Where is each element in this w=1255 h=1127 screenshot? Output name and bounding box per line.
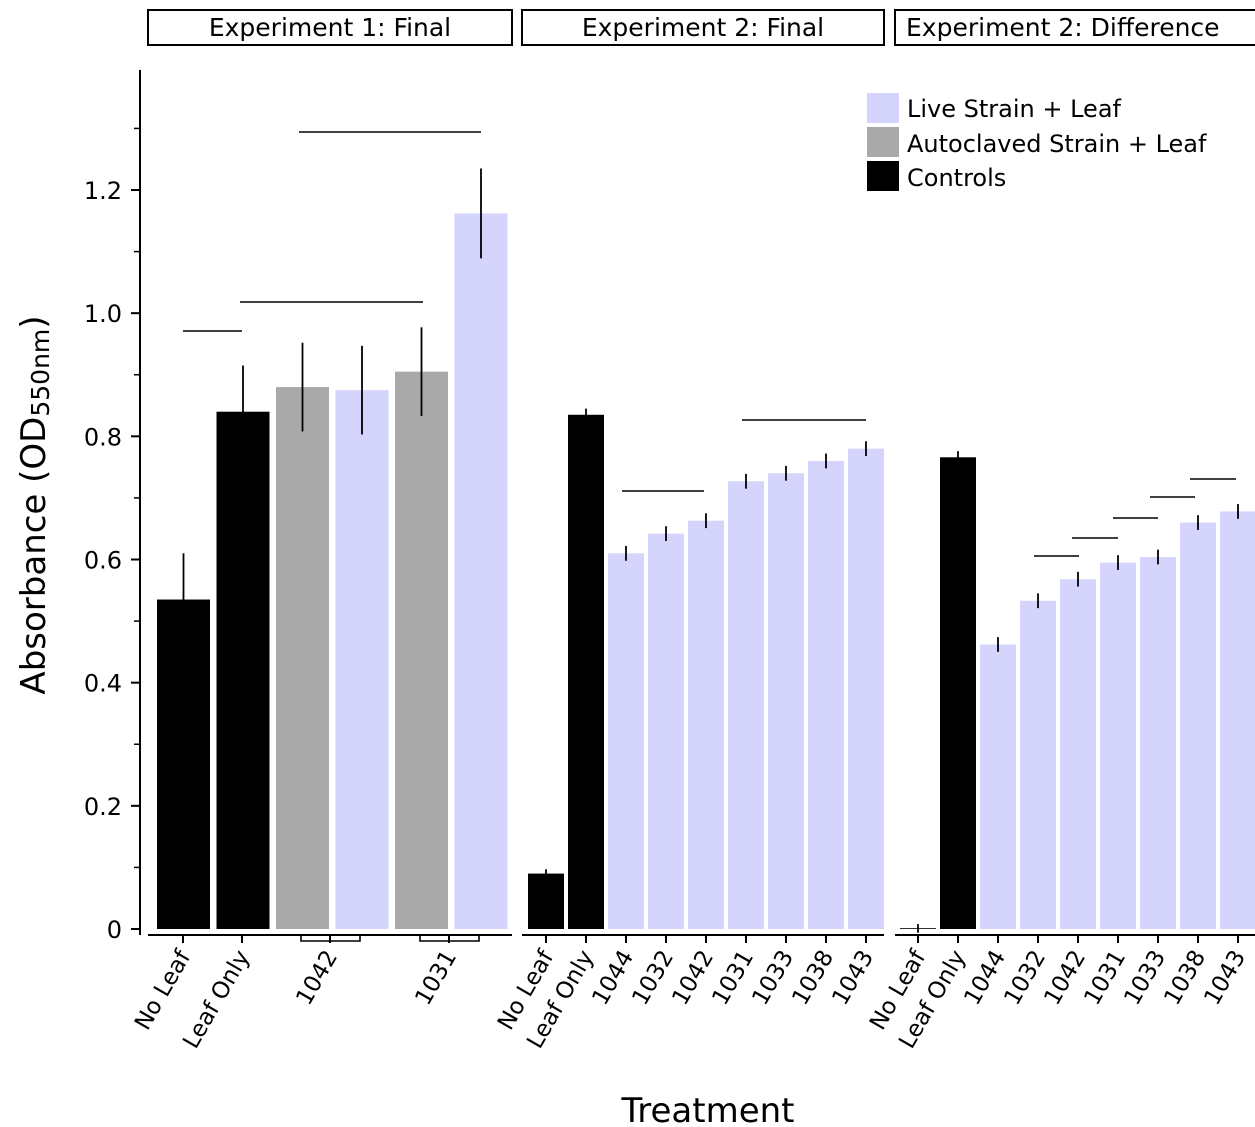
x-axis-title: Treatment (620, 1091, 794, 1127)
legend-label-controls: Controls (907, 164, 1006, 192)
x-tick-label: 1031 (410, 946, 462, 1010)
bar (648, 533, 684, 929)
legend-swatch-autoclaved (867, 127, 899, 157)
y-tick-label: 1.2 (84, 177, 122, 205)
y-tick-label: 0.4 (84, 670, 122, 698)
legend-label-autoclaved: Autoclaved Strain + Leaf (907, 130, 1207, 158)
y-tick-label: 0.6 (84, 547, 122, 575)
bar (808, 460, 844, 929)
x-tick-label: 1043 (827, 946, 879, 1010)
bar (1220, 511, 1255, 929)
bar (608, 553, 644, 929)
bar (528, 873, 564, 929)
strip-title-2: Experiment 2: Final (582, 13, 824, 42)
x-tick-label: 1043 (1199, 946, 1251, 1010)
y-axis: 0 0.2 0.4 0.6 0.8 1.0 1.2 (84, 70, 141, 944)
bar (1020, 600, 1056, 929)
strip-header-2: Experiment 2: Final (521, 9, 885, 46)
strip-title-1: Experiment 1: Final (209, 13, 451, 42)
x-tick-label: No Leaf (130, 945, 197, 1034)
significance-lines (183, 131, 1236, 557)
bar (157, 599, 210, 929)
strip-title-3: Experiment 2: Difference (906, 13, 1220, 42)
bar (276, 387, 329, 930)
bar (768, 473, 804, 929)
bar (940, 457, 976, 929)
y-tick-label: 1.0 (84, 300, 122, 328)
legend: Live Strain + Leaf Autoclaved Strain + L… (867, 93, 1207, 192)
bar (395, 371, 448, 930)
bar (1060, 579, 1096, 929)
y-axis-title: Absorbance (OD550nm) (14, 315, 55, 694)
legend-label-live: Live Strain + Leaf (907, 95, 1122, 123)
bar (1100, 562, 1136, 929)
y-tick-label: 0 (107, 916, 122, 944)
y-tick-label: 0.8 (84, 423, 122, 451)
legend-swatch-controls (867, 161, 899, 191)
bar (454, 213, 508, 930)
x-tick-label: 1042 (291, 946, 343, 1010)
bar (216, 411, 270, 930)
bar (848, 448, 884, 929)
bar (1140, 557, 1176, 929)
bar (568, 414, 604, 929)
bar (335, 390, 389, 929)
bar (980, 644, 1016, 929)
legend-swatch-live (867, 93, 899, 123)
strip-header-1: Experiment 1: Final (147, 9, 513, 46)
strip-header-3: Experiment 2: Difference (894, 9, 1255, 46)
y-tick-label: 0.2 (84, 793, 122, 821)
bar (688, 520, 724, 929)
bar (728, 481, 764, 929)
bar (1180, 522, 1216, 929)
